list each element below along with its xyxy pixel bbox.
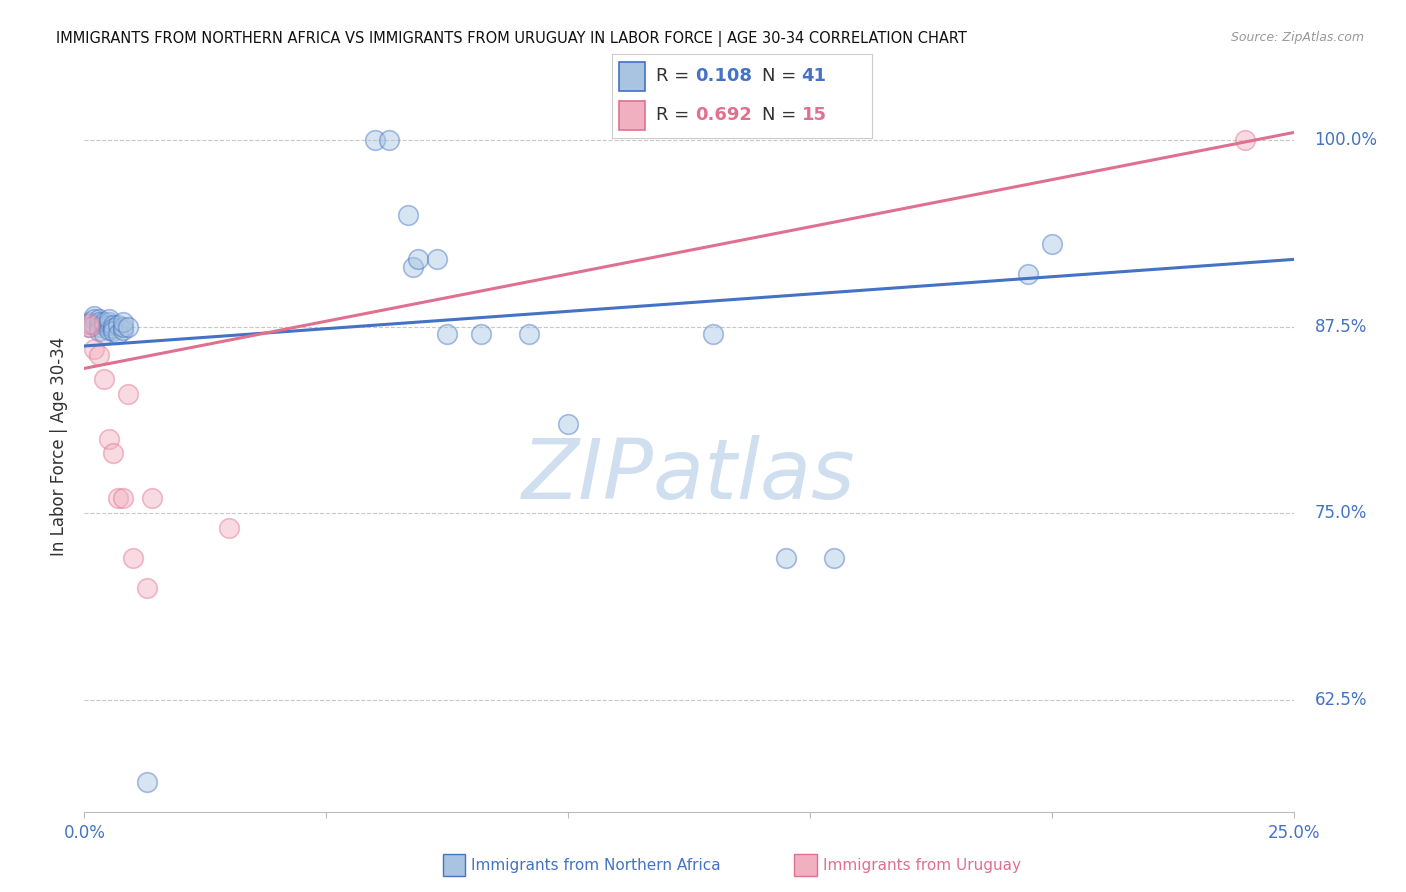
Point (77, 315, 100, 329)
Point (97, 322, 120, 336)
Point (77, 319, 100, 334)
Text: 100.0%: 100.0% (1315, 131, 1378, 149)
Point (406, 252, 429, 267)
Point (363, 133, 385, 147)
Point (93, 326, 115, 341)
Text: 75.0%: 75.0% (1315, 504, 1367, 522)
Point (470, 326, 492, 341)
Point (775, 551, 797, 566)
Text: 0.692: 0.692 (695, 105, 752, 123)
Text: ZIPatlas: ZIPatlas (522, 434, 856, 516)
Point (136, 775, 159, 789)
Point (87, 319, 110, 334)
Point (396, 208, 419, 222)
Point (402, 260, 425, 274)
Point (112, 315, 135, 329)
Point (112, 319, 135, 334)
Text: 41: 41 (801, 68, 827, 86)
Point (1234, 133, 1257, 147)
Text: IMMIGRANTS FROM NORTHERN AFRICA VS IMMIGRANTS FROM URUGUAY IN LABOR FORCE | AGE : IMMIGRANTS FROM NORTHERN AFRICA VS IMMIG… (56, 31, 967, 47)
Point (77, 317, 100, 331)
Point (97, 318, 120, 332)
Point (87, 312, 110, 326)
Point (702, 326, 724, 341)
Point (83, 318, 105, 332)
Point (117, 386, 139, 401)
Point (436, 326, 458, 341)
Y-axis label: In Labor Force | Age 30-34: In Labor Force | Age 30-34 (51, 336, 69, 556)
Text: Immigrants from Uruguay: Immigrants from Uruguay (823, 858, 1021, 872)
Point (112, 491, 135, 506)
Text: R =: R = (655, 68, 695, 86)
Point (97, 312, 120, 326)
Point (107, 326, 129, 341)
Text: 62.5%: 62.5% (1315, 690, 1367, 709)
Point (93, 372, 115, 386)
Point (103, 318, 125, 332)
Point (218, 521, 240, 535)
FancyBboxPatch shape (620, 101, 645, 130)
Point (93, 315, 115, 329)
Text: Source: ZipAtlas.com: Source: ZipAtlas.com (1230, 31, 1364, 45)
Text: N =: N = (762, 68, 803, 86)
Point (77, 319, 100, 334)
Point (557, 417, 579, 431)
Point (1017, 268, 1039, 282)
Point (87, 315, 110, 329)
Point (121, 551, 143, 566)
Point (823, 551, 845, 566)
Text: 15: 15 (801, 105, 827, 123)
FancyBboxPatch shape (620, 62, 645, 91)
Point (87, 348, 110, 362)
Point (1040, 237, 1063, 252)
Point (136, 581, 159, 595)
Point (97, 315, 120, 329)
Point (107, 491, 129, 506)
Point (83, 342, 105, 356)
Text: 87.5%: 87.5% (1315, 318, 1367, 335)
Point (103, 324, 125, 338)
Point (87, 324, 110, 338)
Point (112, 322, 135, 336)
Point (517, 326, 540, 341)
Point (83, 309, 105, 323)
Point (107, 318, 129, 332)
Point (93, 318, 115, 332)
Text: Immigrants from Northern Africa: Immigrants from Northern Africa (471, 858, 721, 872)
Point (83, 312, 105, 326)
Point (378, 133, 401, 147)
Point (426, 252, 449, 267)
Text: R =: R = (655, 105, 695, 123)
Point (103, 321, 125, 335)
Point (97, 432, 120, 446)
Point (117, 319, 139, 334)
Point (103, 446, 125, 460)
Text: 0.108: 0.108 (695, 68, 752, 86)
Text: N =: N = (762, 105, 803, 123)
Point (141, 491, 163, 506)
